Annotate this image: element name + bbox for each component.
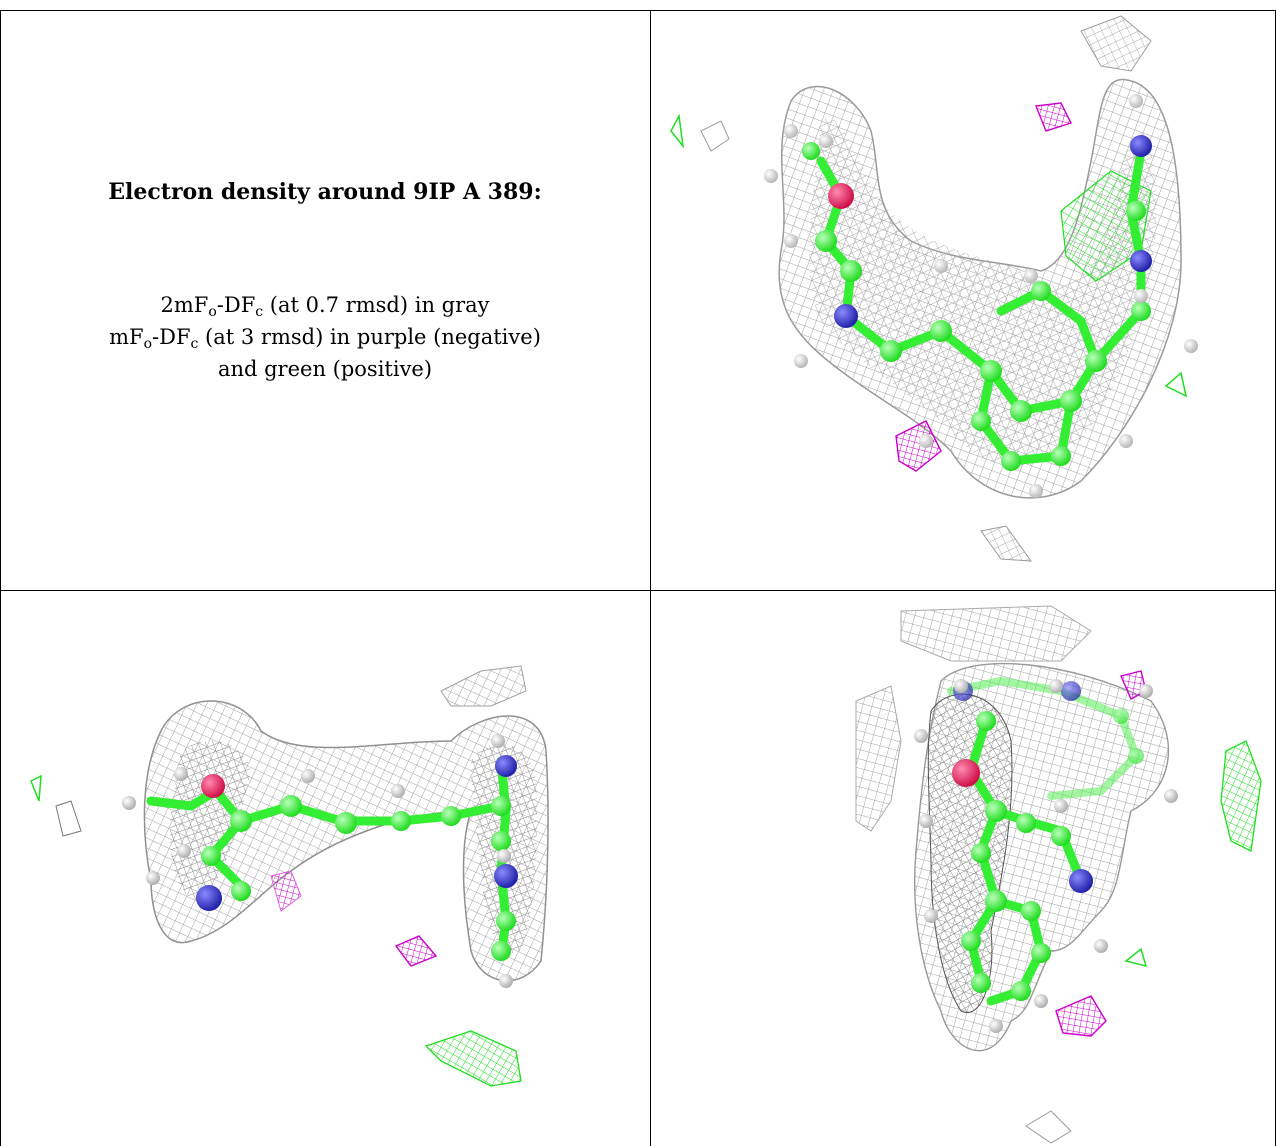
molecule-render-side (30, 665, 549, 1087)
molecule-atoms (122, 734, 518, 988)
density-mesh-fragment (980, 525, 1033, 562)
positive-density-mesh (1220, 740, 1262, 852)
density-mesh-fragment (700, 120, 730, 152)
positive-density-mesh (424, 1030, 522, 1087)
positive-density-mesh (670, 113, 685, 149)
density-mesh-fragment (55, 800, 82, 837)
table-divider-vertical (650, 10, 651, 1146)
density-view-side (1, 591, 650, 1146)
positive-density-mesh (1124, 947, 1148, 968)
density-mesh-main (900, 605, 1092, 662)
density-view-top (651, 11, 1275, 590)
molecule-render-end (855, 605, 1262, 1144)
density-mesh-fragment (1025, 1110, 1072, 1144)
molecule-atoms (764, 94, 1198, 498)
density-view-end (651, 591, 1275, 1146)
caption-title: Electron density around 9IP A 389: (108, 179, 542, 205)
caption-line-gray: 2mFo-DFc (at 0.7 rmsd) in gray (160, 293, 490, 320)
positive-density-mesh (1164, 371, 1188, 398)
negative-density-mesh (1035, 102, 1072, 132)
negative-density-mesh (394, 935, 438, 967)
caption-line-difference: mFo-DFc (at 3 rmsd) in purple (negative) (109, 325, 541, 352)
table-border-top (0, 10, 1276, 11)
caption-line-positive: and green (positive) (217, 357, 433, 381)
density-mesh-fragment (855, 685, 902, 832)
table-border-left (0, 10, 1, 1146)
caption-cell: Electron density around 9IP A 389: 2mFo-… (0, 11, 650, 590)
density-mesh-fragment (1080, 15, 1152, 72)
molecule-render-top (670, 15, 1198, 562)
molecule-atoms (914, 679, 1178, 1033)
table-divider-horizontal (0, 590, 1276, 591)
density-mesh-fragment (440, 665, 527, 707)
negative-density-mesh (1055, 995, 1107, 1037)
negative-density-mesh (270, 870, 302, 912)
negative-density-mesh (895, 420, 942, 472)
positive-density-mesh (30, 774, 42, 802)
